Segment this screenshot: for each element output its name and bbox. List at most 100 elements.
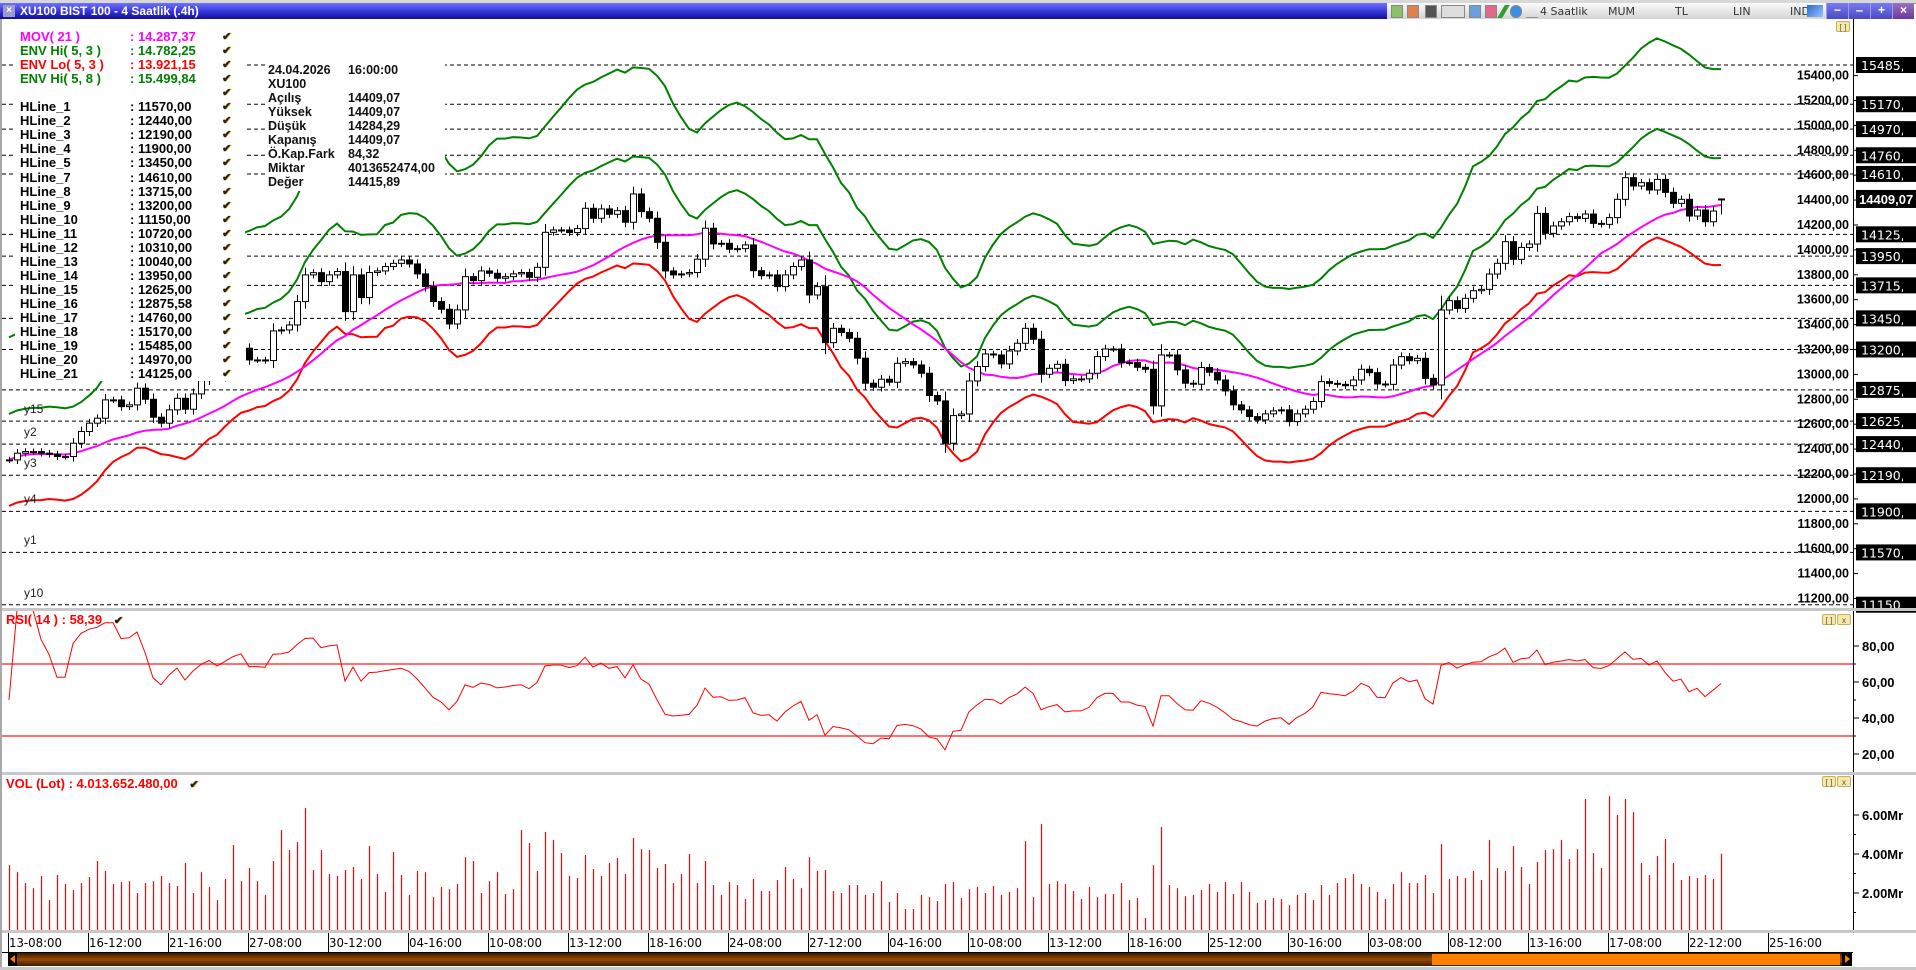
compare-icon[interactable] xyxy=(1485,4,1497,18)
candle-body xyxy=(622,210,629,223)
checkmark-icon[interactable] xyxy=(222,30,231,44)
rsi-panel-maximize-button[interactable] xyxy=(1822,614,1836,625)
indicator-icon[interactable] xyxy=(1391,4,1403,18)
candle xyxy=(1502,235,1509,270)
volume-panel-close-button[interactable] xyxy=(1837,776,1851,787)
time-scrollbar[interactable] xyxy=(8,953,1852,966)
wave-icon[interactable] xyxy=(1526,5,1538,18)
candle-body xyxy=(1606,217,1613,225)
checkmark-icon[interactable] xyxy=(222,353,231,367)
candle xyxy=(46,449,53,458)
candle-body xyxy=(798,259,805,268)
move-icon[interactable] xyxy=(1510,4,1522,18)
hline-axis-label: 13200,00 xyxy=(1861,342,1916,357)
scroll-left-arrow-icon[interactable] xyxy=(8,953,17,966)
checkmark-icon[interactable] xyxy=(222,339,231,353)
period-selector[interactable]: 4 Saatlik xyxy=(1540,5,1588,18)
candle-body xyxy=(886,378,893,383)
checkmark-icon[interactable] xyxy=(222,86,231,100)
checkmark-icon[interactable] xyxy=(222,367,231,381)
candle-body xyxy=(1718,198,1725,201)
checkmark-icon[interactable] xyxy=(222,156,231,170)
candle-body xyxy=(1374,372,1381,385)
candle-body xyxy=(838,327,845,334)
formula-icon[interactable] xyxy=(1441,4,1465,18)
candle xyxy=(1262,409,1269,424)
checkmark-icon[interactable] xyxy=(222,255,231,269)
volume-panel-maximize-button[interactable] xyxy=(1822,776,1836,787)
template-icon[interactable] xyxy=(1407,4,1419,18)
candle xyxy=(1270,407,1277,418)
hline-axis-label-bg xyxy=(1856,503,1916,520)
candle-body xyxy=(438,301,445,310)
expand-arrow-icon[interactable] xyxy=(1807,5,1823,17)
indicator-legend: MOV( 21 ): 14.287,37 ENV Hi( 5, 3 ): 14.7… xyxy=(15,19,245,381)
checkmark-icon[interactable] xyxy=(222,241,231,255)
chart-type-selector[interactable]: MUM xyxy=(1608,5,1636,18)
candle xyxy=(1478,286,1485,295)
checkmark-icon[interactable] xyxy=(222,311,231,325)
checkmark-icon[interactable] xyxy=(189,779,198,791)
legend-value: : 15.499,84 xyxy=(130,71,196,87)
hline-axis-label-bg xyxy=(1856,381,1916,398)
checkmark-icon[interactable] xyxy=(114,615,123,627)
candle xyxy=(646,207,653,223)
info-row: Düşük 14284,29 xyxy=(268,119,400,133)
currency-selector[interactable]: TL xyxy=(1675,5,1688,18)
candle-body xyxy=(1294,413,1301,423)
candle-body xyxy=(382,266,389,272)
checkmark-icon[interactable] xyxy=(222,283,231,297)
candle xyxy=(1310,397,1317,414)
price-tick-label: 12200,00 xyxy=(1797,467,1849,481)
scale-selector[interactable]: LIN xyxy=(1733,5,1751,18)
rsi-panel-close-button[interactable] xyxy=(1837,614,1851,625)
panel-separator[interactable] xyxy=(2,772,1916,775)
checkmark-icon[interactable] xyxy=(222,297,231,311)
candle xyxy=(846,328,853,343)
price-tick-label: 11800,00 xyxy=(1798,517,1849,531)
checkmark-icon[interactable] xyxy=(222,72,231,86)
scroll-right-arrow-icon[interactable] xyxy=(1842,953,1852,966)
legend-label: HLine_18 xyxy=(20,324,78,340)
candle-body xyxy=(518,272,525,275)
checkmark-icon[interactable] xyxy=(222,171,231,185)
title-bar[interactable]: XU100 BIST 100 - 4 Saatlik (.4h) xyxy=(0,3,1387,19)
checkmark-icon[interactable] xyxy=(222,114,231,128)
checkmark-icon[interactable] xyxy=(222,142,231,156)
candle xyxy=(1366,365,1373,377)
checkmark-icon[interactable] xyxy=(222,185,231,199)
layout-icon[interactable] xyxy=(1425,4,1437,18)
main-panel-maximize-button[interactable] xyxy=(1836,21,1850,32)
checkmark-icon[interactable] xyxy=(222,227,231,241)
checkmark-icon[interactable] xyxy=(222,269,231,283)
panel-separator[interactable] xyxy=(2,608,1916,611)
checkmark-icon[interactable] xyxy=(222,58,231,72)
checkmark-icon[interactable] xyxy=(222,100,231,114)
restore-button[interactable]: ‒ xyxy=(1848,3,1870,19)
checkmark-icon[interactable] xyxy=(222,199,231,213)
mode-selector[interactable]: IND xyxy=(1790,5,1810,18)
candle-body xyxy=(1246,409,1253,418)
checkmark-icon[interactable] xyxy=(222,44,231,58)
candle xyxy=(534,262,541,282)
candle-body xyxy=(566,229,573,234)
checkmark-icon[interactable] xyxy=(222,325,231,339)
close-chart-icon[interactable] xyxy=(3,5,15,17)
checkmark-icon[interactable] xyxy=(222,213,231,227)
scrollbar-thumb[interactable] xyxy=(1432,954,1840,965)
candle xyxy=(1630,173,1637,191)
candle xyxy=(1166,351,1173,359)
checkmark-icon[interactable] xyxy=(222,128,231,142)
candle xyxy=(1702,205,1709,227)
chart-settings-icon[interactable] xyxy=(1469,4,1481,18)
candle xyxy=(182,393,189,414)
candle-body xyxy=(1622,177,1629,200)
candle-body xyxy=(1550,225,1557,234)
minimize-button[interactable]: − xyxy=(1826,3,1848,19)
maximize-button[interactable]: + xyxy=(1870,3,1892,19)
close-button[interactable]: × xyxy=(1892,3,1914,19)
candle-body xyxy=(302,274,309,303)
info-value: 14409,07 xyxy=(348,105,401,119)
legend-label: ENV Hi( 5, 3 ) xyxy=(20,43,101,59)
